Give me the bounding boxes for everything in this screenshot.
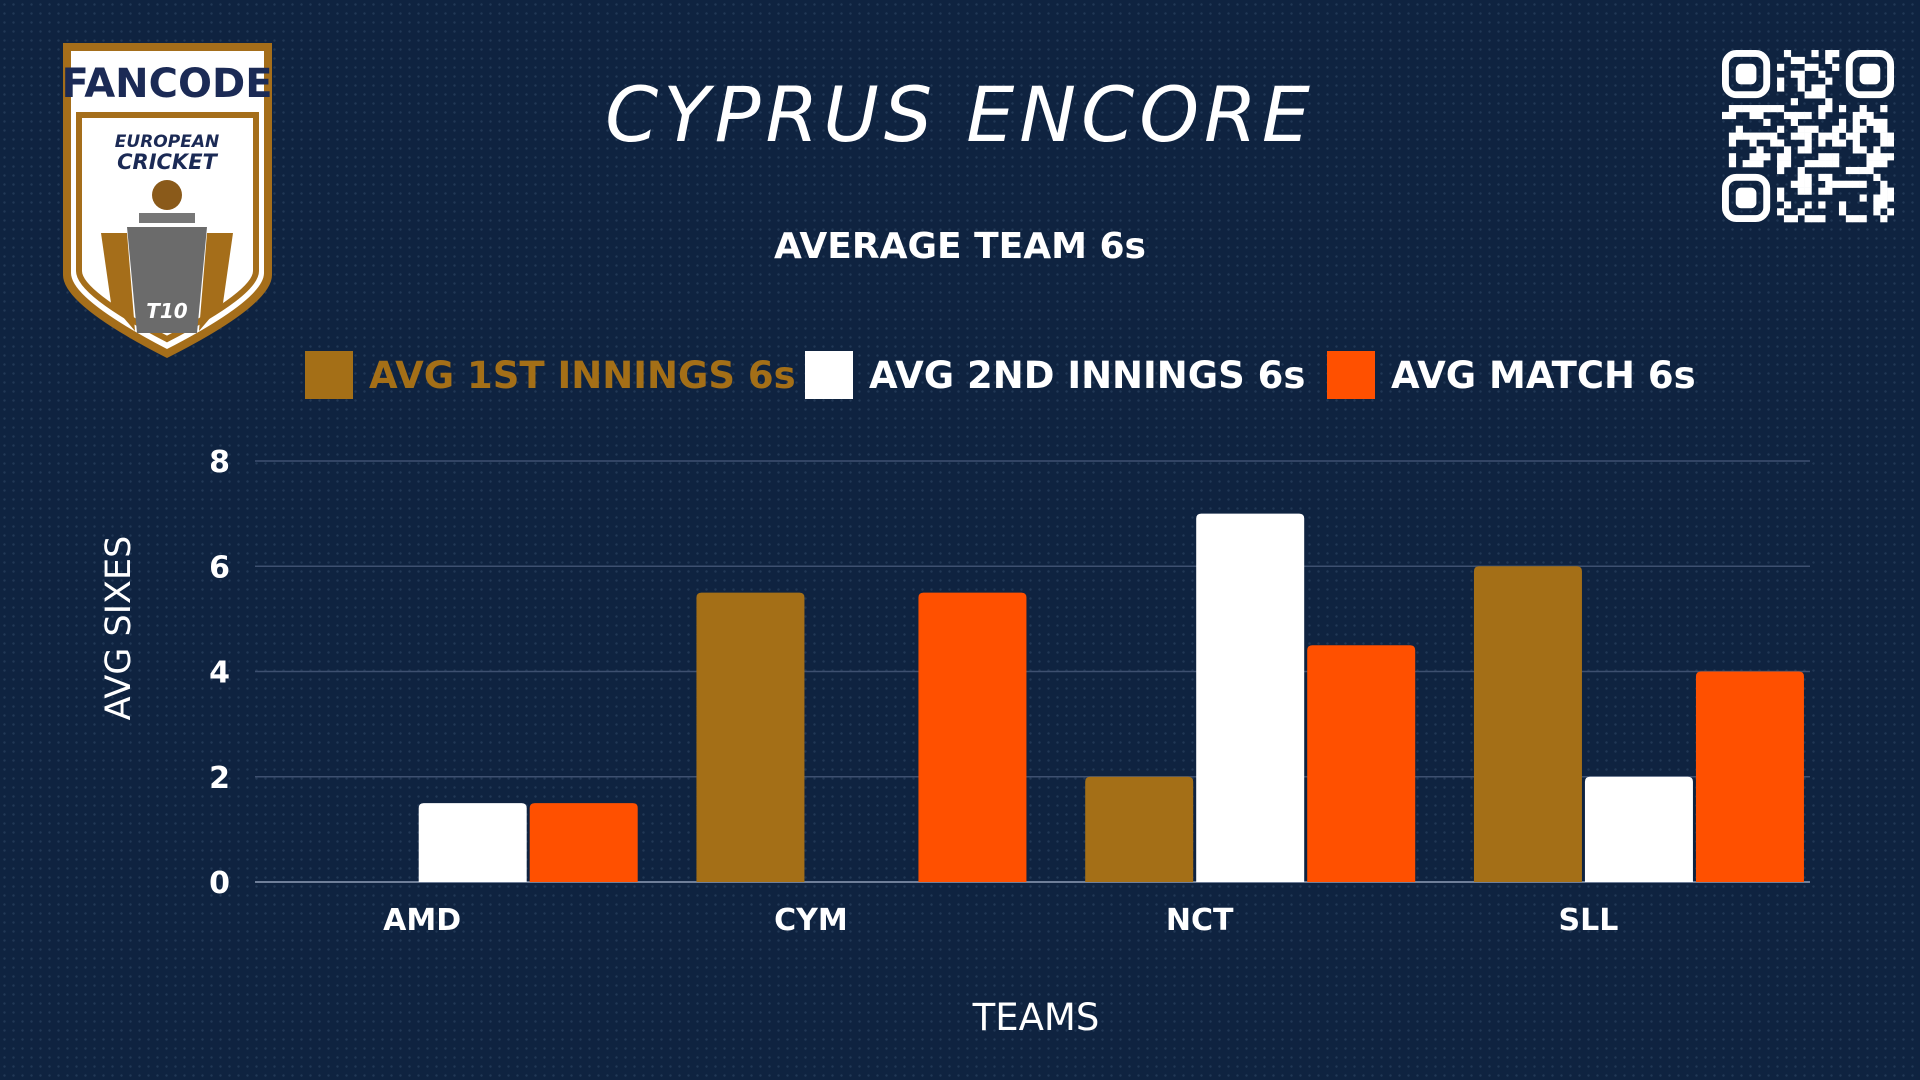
bar-cym-0 xyxy=(696,592,805,882)
y-tick-label: 8 xyxy=(209,445,230,480)
y-tick-label: 6 xyxy=(209,550,230,585)
logo-badge: T10 xyxy=(146,299,188,323)
legend-swatch-1st-innings xyxy=(305,351,353,399)
bar-amd-1 xyxy=(418,803,527,882)
logo-brand: FANCODE xyxy=(61,61,272,107)
chart-subtitle: AVERAGE TEAM 6s xyxy=(774,226,1146,267)
bar-cym-2 xyxy=(918,592,1027,882)
x-tick-label-sll: SLL xyxy=(1558,903,1618,938)
logo-line2: CRICKET xyxy=(117,150,218,174)
legend-label-match: AVG MATCH 6s xyxy=(1391,354,1696,397)
x-tick-labels: AMD CYM NCT SLL xyxy=(383,903,1618,938)
x-tick-label-amd: AMD xyxy=(383,903,461,938)
bars xyxy=(418,513,1804,882)
y-tick-labels: 0 2 4 6 8 xyxy=(209,445,230,901)
fancode-european-cricket-logo: FANCODE EUROPEAN CRICKET T10 xyxy=(61,43,273,358)
legend-swatch-2nd-innings xyxy=(805,351,853,399)
qr-code-icon xyxy=(1722,50,1894,223)
bar-sll-1 xyxy=(1584,776,1693,882)
bar-amd-2 xyxy=(529,803,638,882)
legend-label-1st-innings: AVG 1ST INNINGS 6s xyxy=(369,354,796,397)
page-title: CYPRUS ENCORE xyxy=(605,70,1315,159)
x-tick-label-nct: NCT xyxy=(1166,903,1234,938)
logo-line1: EUROPEAN xyxy=(115,132,219,152)
bar-sll-2 xyxy=(1695,671,1804,882)
y-tick-label: 4 xyxy=(209,656,230,691)
bar-nct-2 xyxy=(1307,645,1416,882)
legend-label-2nd-innings: AVG 2ND INNINGS 6s xyxy=(869,354,1306,397)
x-axis-title: TEAMS xyxy=(972,996,1100,1039)
bar-nct-1 xyxy=(1196,513,1305,882)
y-tick-label: 0 xyxy=(209,866,230,901)
legend-swatch-match xyxy=(1327,351,1375,399)
x-tick-label-cym: CYM xyxy=(774,903,848,938)
y-axis-title: AVG SIXES xyxy=(99,536,139,721)
y-tick-label: 2 xyxy=(209,761,230,796)
bar-nct-0 xyxy=(1085,776,1194,882)
bar-sll-0 xyxy=(1473,566,1582,882)
